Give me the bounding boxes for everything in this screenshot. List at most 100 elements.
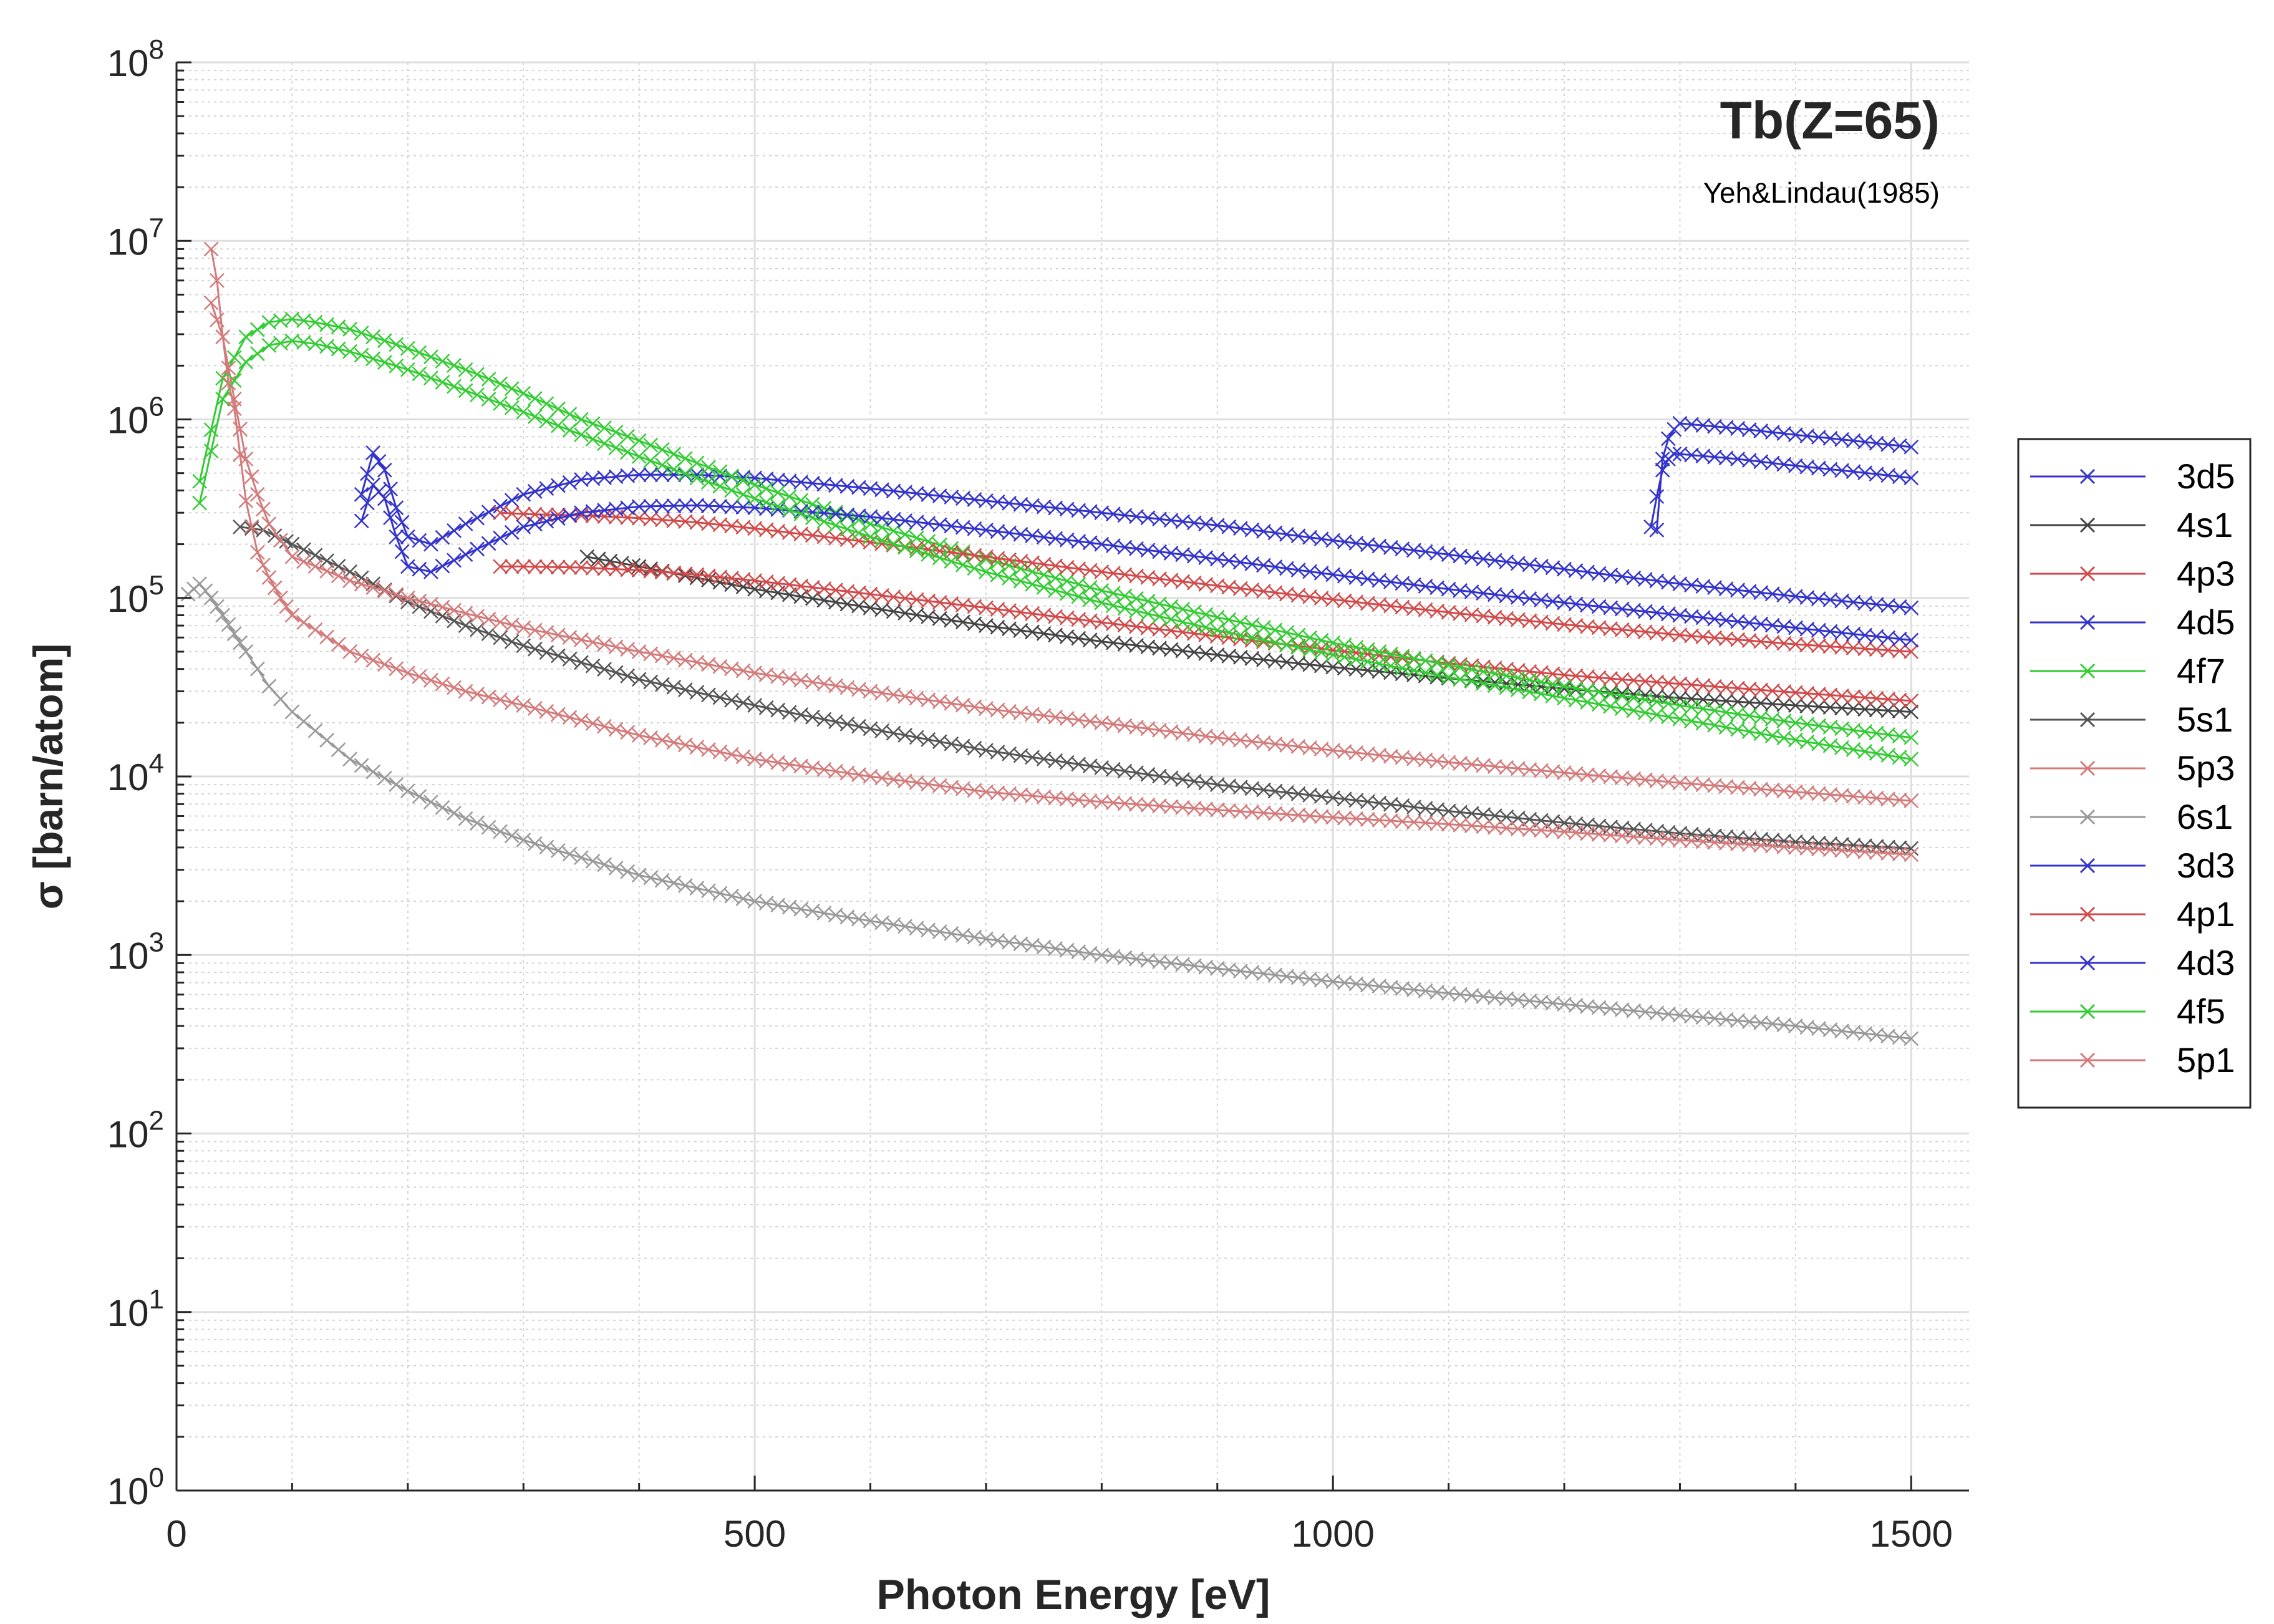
data-point-4d5 [1117, 508, 1133, 523]
data-point-4f7 [1221, 612, 1237, 627]
data-point-5p1 [1904, 847, 1919, 863]
series-4d3 [354, 477, 1919, 648]
data-point-5p1 [354, 648, 369, 664]
data-point-4d3 [1649, 605, 1665, 621]
data-point-5s1 [527, 641, 543, 657]
data-point-5p1 [1672, 833, 1688, 848]
data-point-4d3 [539, 513, 554, 529]
data-point-6s1 [412, 789, 427, 804]
data-point-5p1 [1626, 829, 1642, 844]
data-point-5p1 [1348, 811, 1364, 826]
data-point-3d3 [1667, 447, 1682, 462]
data-point-4f5 [562, 422, 578, 438]
data-point-4p1 [597, 509, 612, 524]
data-point-4f5 [955, 557, 970, 573]
data-point-4p3 [735, 572, 751, 587]
data-point-4d3 [643, 498, 659, 514]
data-point-6s1 [273, 692, 288, 707]
data-point-4f5 [1059, 586, 1075, 601]
data-point-3d5 [1764, 425, 1780, 440]
data-point-4f5 [781, 502, 797, 518]
data-point-4f7 [412, 345, 427, 360]
data-point-4f5 [458, 383, 473, 399]
data-point-4p1 [666, 513, 682, 528]
data-point-4f5 [1140, 606, 1156, 621]
data-point-5p3 [1822, 787, 1838, 802]
data-point-5p1 [1614, 828, 1630, 844]
data-point-4d5 [400, 529, 415, 544]
data-point-6s1 [1626, 1003, 1642, 1018]
data-point-4f7 [1094, 583, 1110, 598]
data-point-5p1 [1325, 810, 1341, 825]
data-point-6s1 [203, 590, 219, 606]
data-point-5p1 [1441, 816, 1456, 832]
data-point-5p3 [574, 632, 589, 647]
y-tick-label: 107 [107, 213, 164, 263]
data-point-5p3 [377, 583, 392, 599]
data-point-5s1 [516, 638, 531, 654]
data-point-4d5 [781, 473, 797, 489]
data-point-5p1 [284, 607, 300, 623]
data-point-6s1 [238, 644, 254, 659]
data-point-4d3 [1568, 596, 1584, 612]
data-point-4f7 [620, 428, 636, 444]
data-point-4p1 [1799, 637, 1815, 653]
data-point-4f7 [377, 333, 392, 349]
data-point-5s1 [1302, 788, 1317, 803]
data-point-6s1 [562, 846, 578, 862]
y-tick-label: 101 [107, 1284, 164, 1334]
data-point-4p1 [1649, 625, 1665, 640]
data-point-4f7 [886, 523, 901, 539]
data-point-4s1 [1788, 698, 1803, 713]
data-point-4s1 [724, 577, 739, 592]
data-point-4d3 [666, 498, 682, 513]
series-4f7 [192, 311, 1919, 745]
data-point-5s1 [874, 723, 889, 738]
data-point-6s1 [608, 861, 624, 876]
legend-item-4s1: 4s1 [2030, 505, 2233, 544]
data-point-6s1 [307, 723, 323, 738]
data-point-4p1 [1707, 630, 1722, 645]
data-point-5s1 [458, 618, 473, 633]
data-point-5p1 [1788, 840, 1803, 855]
data-point-4f5 [1430, 667, 1444, 683]
data-point-4p3 [1822, 687, 1838, 703]
x-tick-label: 500 [723, 1513, 786, 1555]
data-point-4p3 [1880, 692, 1896, 707]
data-point-5s1 [735, 695, 751, 710]
legend-marker-4d5 [2079, 614, 2096, 631]
data-point-5p1 [1140, 798, 1156, 813]
data-point-5p1 [226, 401, 242, 417]
data-point-4p1 [1857, 641, 1873, 657]
data-point-4f5 [990, 567, 1005, 582]
data-point-5p3 [400, 590, 415, 606]
data-point-6s1 [1661, 1007, 1676, 1022]
data-point-5s1 [1290, 786, 1306, 801]
data-point-5p3 [1857, 790, 1873, 805]
data-point-5s1 [631, 672, 647, 687]
data-point-4p3 [1580, 669, 1595, 685]
data-point-6s1 [210, 599, 225, 614]
data-point-3d3 [1649, 489, 1665, 504]
data-point-4p3 [677, 566, 693, 581]
y-tick-label: 102 [107, 1106, 164, 1156]
data-point-4d5 [1140, 510, 1156, 526]
data-point-3d5 [1822, 430, 1838, 446]
data-point-5p1 [597, 718, 612, 734]
data-point-4f5 [400, 362, 415, 377]
data-point-5p1 [1741, 837, 1757, 853]
data-point-4f7 [1383, 646, 1398, 662]
data-point-4f7 [1267, 622, 1283, 638]
data-point-4d3 [828, 506, 843, 522]
data-point-5s1 [955, 738, 970, 754]
x-axis-title: Photon Energy [eV] [877, 1571, 1270, 1618]
data-point-6s1 [1557, 997, 1572, 1012]
data-point-4d5 [643, 467, 659, 483]
data-point-4f7 [238, 329, 254, 345]
data-point-5p3 [423, 596, 438, 612]
data-point-4d3 [1788, 620, 1803, 636]
data-point-4f5 [1163, 611, 1179, 627]
data-point-4f5 [979, 564, 994, 579]
data-point-3d5 [1904, 439, 1919, 455]
data-point-4d5 [839, 479, 855, 494]
